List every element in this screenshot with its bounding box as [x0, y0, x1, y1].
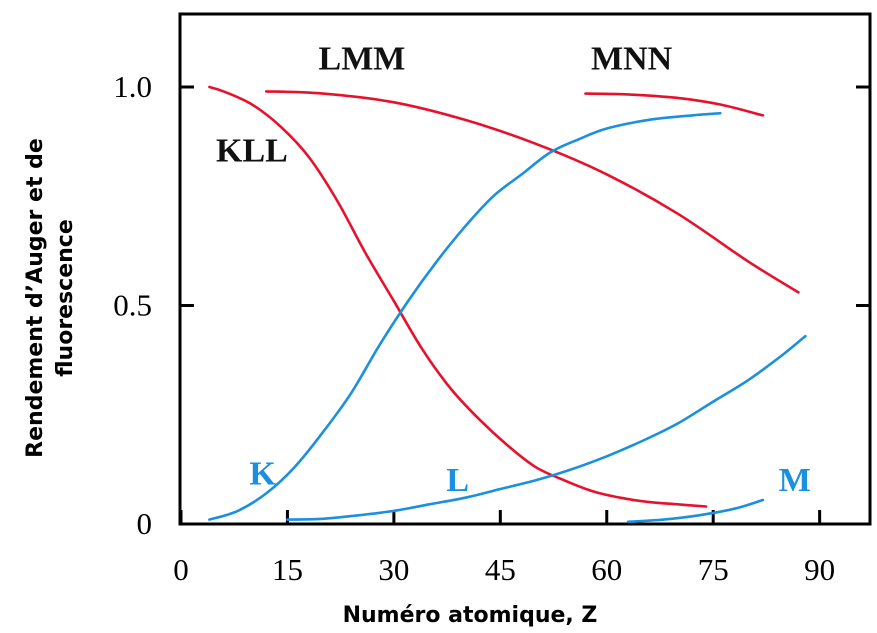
curve-lmm	[264, 90, 800, 294]
y-axis-title: Rendement d’Auger et de fluorescence	[23, 138, 78, 458]
series-label-kll: KLL	[216, 132, 288, 169]
series-label-m: M	[779, 462, 811, 499]
series-label-l: L	[446, 462, 469, 499]
x-tick-label: 75	[698, 552, 729, 587]
plot-frame	[178, 12, 872, 526]
x-axis-title: Numéro atomique, Z	[343, 603, 598, 628]
tick-labels: 0 15 30 45 60 75 90 0 0.5 1.0	[113, 69, 835, 587]
series-labels: KLL LMM MNN K L M	[216, 41, 811, 500]
y-tick-label: 1.0	[113, 69, 152, 104]
ticks	[179, 85, 870, 526]
curves	[208, 85, 807, 524]
x-tick-label: 15	[272, 552, 303, 587]
y-axis-title-line: fluorescence	[53, 219, 78, 377]
series-label-lmm: LMM	[319, 41, 406, 78]
curve-m	[626, 498, 765, 524]
y-tick-label: 0.5	[113, 288, 152, 323]
curve-kll	[208, 85, 708, 508]
curve-l	[286, 334, 807, 521]
series-label-mnn: MNN	[591, 41, 673, 78]
y-axis-title-line: Rendement d’Auger et de	[23, 138, 48, 458]
y-tick-label: 0	[137, 506, 153, 541]
x-tick-label: 60	[591, 552, 622, 587]
curve-mnn	[584, 92, 765, 117]
series-label-k: K	[249, 456, 276, 493]
x-tick-label: 0	[173, 552, 189, 587]
x-tick-label: 45	[485, 552, 516, 587]
x-tick-label: 90	[804, 552, 835, 587]
curve-k	[208, 111, 722, 521]
x-tick-label: 30	[378, 552, 409, 587]
